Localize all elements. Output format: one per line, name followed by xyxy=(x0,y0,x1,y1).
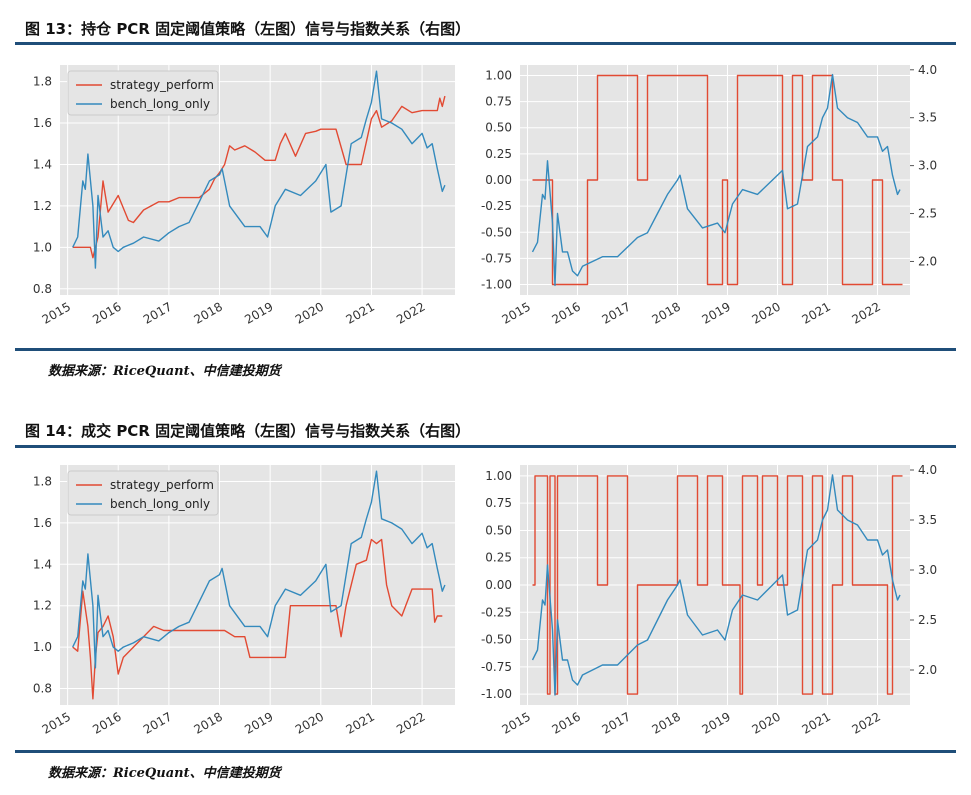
x-tick-label: 2017 xyxy=(141,709,174,736)
y-tick-label: 0.8 xyxy=(33,282,52,296)
series-line-index xyxy=(531,73,901,287)
figure-13-top-rule xyxy=(15,42,956,45)
y-tick-label: 1.6 xyxy=(33,516,52,530)
x-tick-label: 2021 xyxy=(343,299,376,326)
x-tick-label: 2016 xyxy=(550,709,583,736)
y-tick-label: -0.75 xyxy=(481,251,512,265)
x-tick-label: 2015 xyxy=(40,709,73,736)
series-line-strategy-perform xyxy=(72,95,446,259)
figure-14-title: 图 14：成交 PCR 固定阈值策略（左图）信号与指数关系（右图） xyxy=(25,422,471,440)
y-tick-label: -0.75 xyxy=(481,660,512,674)
series-line-index xyxy=(531,474,901,696)
figure-13-source: 数据来源：RiceQuant、中信建投期货 xyxy=(48,364,281,379)
chart-13-left: 2015 2016 2017 2018 2019 2020 2021 2022 0.8 1.0 1.… xyxy=(33,65,455,327)
y2-tick-label: 4.0 xyxy=(918,463,937,477)
chart-14-right: 2015 2016 2017 2018 2019 2020 2021 2022 1.00 0.75… xyxy=(481,463,937,737)
y-tick-label: 0.00 xyxy=(485,173,512,187)
figure-13-bottom-rule xyxy=(15,348,956,351)
chart-14-left: 2015 2016 2017 2018 2019 2020 2021 2022 0.8 1.0 1.… xyxy=(33,465,455,737)
legend-box xyxy=(67,70,219,116)
x-tick-label: 2018 xyxy=(650,709,683,736)
x-tick-label: 2022 xyxy=(394,709,427,736)
x-tick-label: 2020 xyxy=(750,299,783,326)
series-line-bench-long-only xyxy=(72,470,446,669)
y2-tick-label: 3.5 xyxy=(918,111,937,125)
y2-tick-label: 3.0 xyxy=(918,563,937,577)
y2-tick-label: 4.0 xyxy=(918,63,937,77)
y-tick-label: 0.25 xyxy=(485,551,512,565)
x-tick-label: 2015 xyxy=(500,709,533,736)
chart-13-right: 2015 2016 2017 2018 2019 2020 2021 2022 1.00 0.75… xyxy=(481,63,937,327)
y-tick-label: 0.50 xyxy=(485,121,512,135)
series-line-strategy-perform xyxy=(72,538,443,700)
x-tick-label: 2021 xyxy=(343,709,376,736)
x-tick-label: 2019 xyxy=(242,299,275,326)
y-tick-label: 0.75 xyxy=(485,496,512,510)
y2-tick-label: 3.0 xyxy=(918,159,937,173)
y-tick-label: 1.4 xyxy=(33,157,52,171)
y-tick-label: 0.50 xyxy=(485,523,512,537)
x-tick-label: 2018 xyxy=(650,299,683,326)
x-tick-label: 2015 xyxy=(40,299,73,326)
figure-14-source: 数据来源：RiceQuant、中信建投期货 xyxy=(48,766,281,781)
y-tick-label: 1.8 xyxy=(33,475,52,489)
x-tick-label: 2017 xyxy=(600,709,633,736)
y-tick-label: 0.8 xyxy=(33,681,52,695)
x-tick-label: 2016 xyxy=(90,299,123,326)
x-tick-label: 2020 xyxy=(293,709,326,736)
y-tick-label: 1.00 xyxy=(485,469,512,483)
y-tick-label: 1.0 xyxy=(33,240,52,254)
legend-label: bench_long_only xyxy=(110,497,210,511)
y-tick-label: 1.00 xyxy=(485,68,512,82)
x-tick-label: 2019 xyxy=(242,709,275,736)
legend-label: strategy_perform xyxy=(110,78,214,92)
y-tick-label: -0.25 xyxy=(481,605,512,619)
y-tick-label: 1.8 xyxy=(33,75,52,89)
y-tick-label: 1.2 xyxy=(33,199,52,213)
x-tick-label: 2018 xyxy=(192,299,225,326)
y-tick-label: -0.50 xyxy=(481,633,512,647)
x-tick-label: 2022 xyxy=(394,299,427,326)
figure-14-top-rule xyxy=(15,445,956,448)
x-tick-label: 2019 xyxy=(700,709,733,736)
x-tick-label: 2020 xyxy=(293,299,326,326)
legend-box xyxy=(67,470,219,516)
y-tick-label: 1.4 xyxy=(33,557,52,571)
series-line-signal xyxy=(532,74,903,286)
x-tick-label: 2022 xyxy=(850,709,883,736)
x-tick-label: 2016 xyxy=(550,299,583,326)
legend-label: strategy_perform xyxy=(110,478,214,492)
x-tick-label: 2019 xyxy=(700,299,733,326)
y-tick-label: 1.2 xyxy=(33,599,52,613)
x-tick-label: 2017 xyxy=(141,299,174,326)
y-tick-label: -0.50 xyxy=(481,225,512,239)
y-tick-label: -1.00 xyxy=(481,278,512,292)
x-tick-label: 2018 xyxy=(192,709,225,736)
y2-tick-label: 2.5 xyxy=(918,207,937,221)
y2-tick-label: 3.5 xyxy=(918,513,937,527)
figure-13-title: 图 13：持仓 PCR 固定阈值策略（左图）信号与指数关系（右图） xyxy=(25,20,471,38)
legend-label: bench_long_only xyxy=(110,97,210,111)
y-tick-label: 0.25 xyxy=(485,147,512,161)
series-line-signal xyxy=(532,475,903,695)
y2-tick-label: 2.5 xyxy=(918,613,937,627)
y-tick-label: 0.00 xyxy=(485,578,512,592)
x-tick-label: 2015 xyxy=(500,299,533,326)
y-tick-label: 1.0 xyxy=(33,640,52,654)
y-tick-label: 1.6 xyxy=(33,116,52,130)
x-tick-label: 2016 xyxy=(90,709,123,736)
y-tick-label: 0.75 xyxy=(485,95,512,109)
y-tick-label: -0.25 xyxy=(481,199,512,213)
x-tick-label: 2020 xyxy=(750,709,783,736)
y-tick-label: -1.00 xyxy=(481,687,512,701)
series-line-bench-long-only xyxy=(72,70,446,269)
x-tick-label: 2017 xyxy=(600,299,633,326)
x-tick-label: 2021 xyxy=(800,299,833,326)
x-tick-label: 2021 xyxy=(800,709,833,736)
y2-tick-label: 2.0 xyxy=(918,663,937,677)
x-tick-label: 2022 xyxy=(850,299,883,326)
figure-14-bottom-rule xyxy=(15,750,956,753)
y2-tick-label: 2.0 xyxy=(918,254,937,268)
